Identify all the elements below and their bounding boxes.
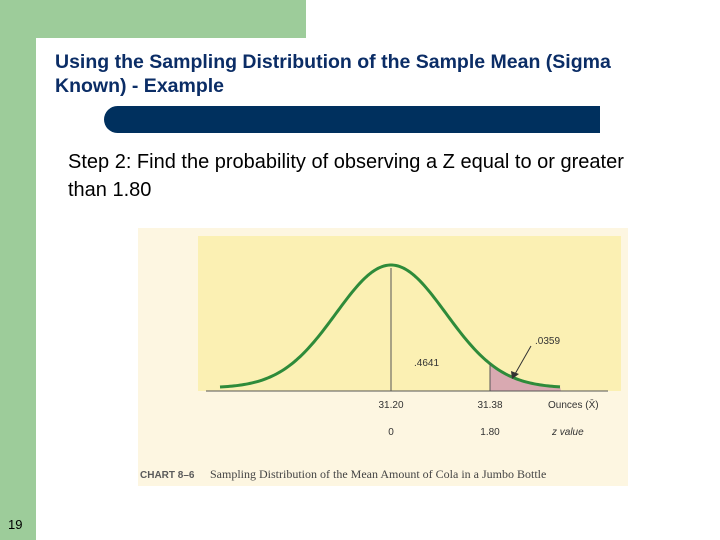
header-rule (104, 106, 600, 133)
z-axis-label: z value (551, 427, 584, 438)
z-tick-label: 1.80 (480, 427, 500, 438)
x-tick-label: 31.20 (378, 400, 403, 411)
left-accent-bar (0, 0, 36, 540)
tail-arrow-head (511, 371, 519, 379)
center-area-label: .4641 (414, 358, 439, 369)
top-accent-bar (0, 0, 306, 38)
x-axis-label: Ounces (X̄) (548, 398, 599, 411)
plot-background (198, 236, 621, 391)
distribution-figure: .4641 .0359 31.20 31.38 Ounces (X̄) 0 1.… (138, 228, 628, 486)
step-text: Step 2: Find the probability of observin… (68, 151, 624, 201)
caption-number: CHART 8–6 (140, 470, 195, 481)
slide-title: Using the Sampling Distribution of the S… (55, 51, 611, 97)
tail-area-label: .0359 (535, 336, 560, 347)
title-panel (36, 38, 720, 106)
normal-curve (219, 263, 561, 389)
tail-arrow (514, 345, 532, 375)
caption-text: Sampling Distribution of the Mean Amount… (210, 467, 546, 481)
z-tick-label: 0 (388, 427, 394, 438)
slide-number: 19 (8, 517, 23, 532)
normal-curve-chart: .4641 .0359 31.20 31.38 Ounces (X̄) 0 1.… (140, 236, 621, 481)
tail-area (490, 363, 561, 391)
x-tick-label: 31.38 (477, 400, 502, 411)
